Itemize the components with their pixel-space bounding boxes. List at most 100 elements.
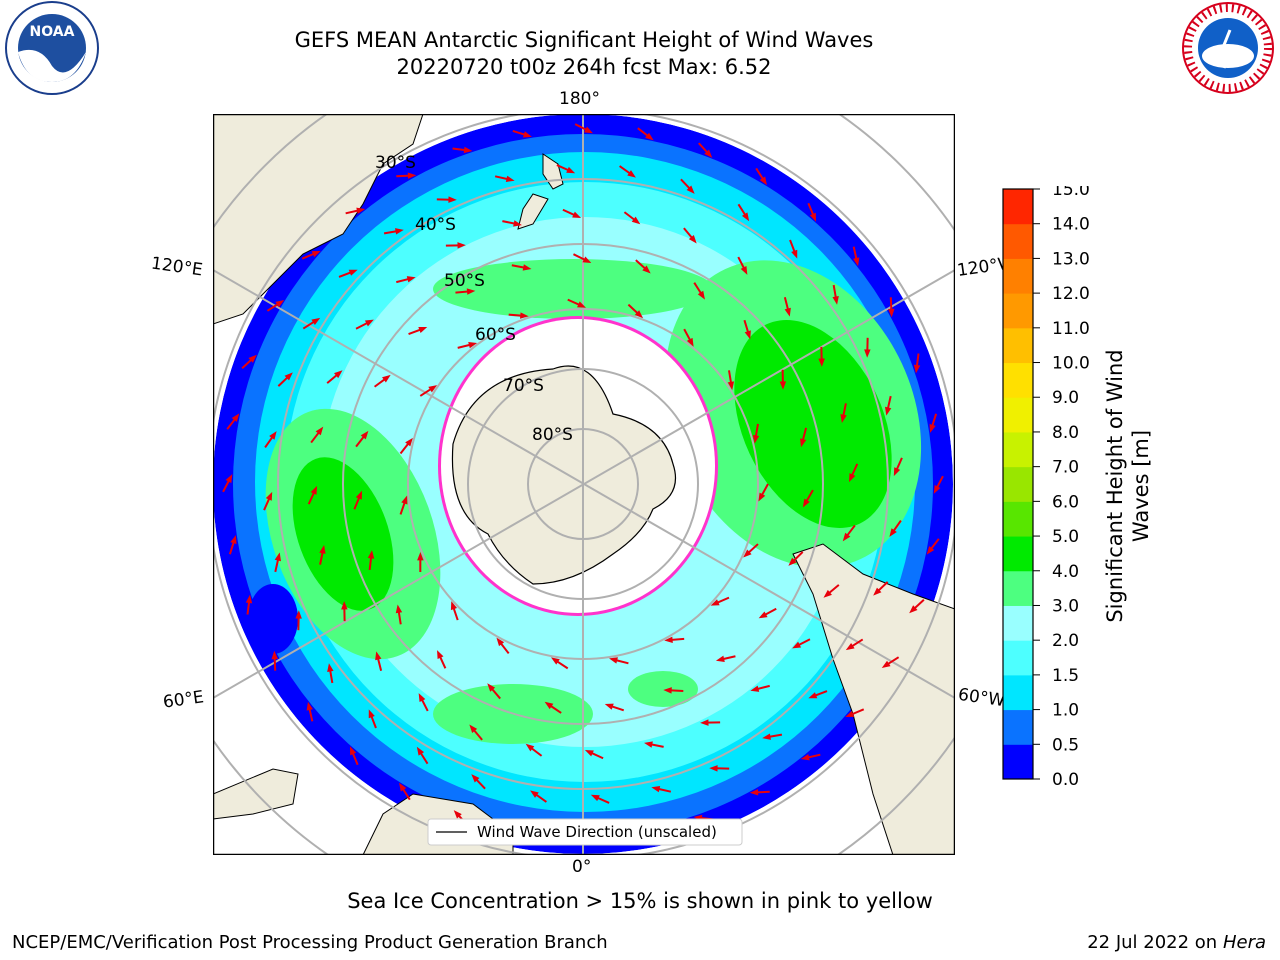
wave-direction-arrowhead [688,235,697,244]
wave-direction-arrowhead [740,265,748,275]
wave-direction-arrowhead [697,290,705,300]
wave-direction-arrowhead [704,149,713,158]
wave-direction-arrowhead [627,170,636,178]
lat-label-50s: 50°S [444,271,485,291]
wave-direction-arrowhead [437,650,444,660]
wave-direction-arrowhead [368,709,375,719]
colorbar-swatch [1003,674,1033,711]
wave-direction-arrowhead [893,467,901,477]
wave-direction-arrowhead [582,256,592,264]
wave-direction-arrowhead [913,364,921,374]
wave-direction-arrowhead [808,692,818,699]
wave-direction-arrowhead [929,423,936,433]
wave-direction-arrowhead [832,296,839,305]
plot-subtitle: 20220720 t00z 264h fcst Max: 6.52 [396,55,772,79]
wave-direction-arrowhead [360,430,369,440]
wave-direction-arrowhead [544,701,554,710]
colorbar-swatch [1003,501,1033,537]
wave-direction-arrowhead [382,374,391,383]
colorbar-tick-label: 9.0 [1052,388,1079,408]
wave-direction-arrowhead [802,498,810,508]
wave-direction-arrowhead [355,490,362,500]
polar-map: 30°S 40°S 50°S 60°S 70°S 80°S Wind Wave … [213,114,955,855]
wave-direction-arrowhead [590,794,600,802]
wave-direction-arrowhead [664,636,673,644]
wave-direction-arrowhead [367,550,375,559]
noaa-logo-text: NOAA [30,24,75,40]
wave-direction-arrowhead [505,175,515,183]
wave-direction-arrowhead [231,413,240,422]
wave-direction-arrowhead [334,370,343,379]
footer-date: 22 Jul 2022 on Hera [1087,932,1266,953]
wave-direction-arrowhead [522,131,532,138]
colorbar-swatch [1003,640,1033,676]
colorbar-tick-label: 7.0 [1052,458,1079,478]
longitude-grid [213,114,955,855]
colorbar-tick-label: 14.0 [1052,215,1090,235]
colorbar-swatch [1003,709,1033,745]
wave-direction-arrowhead [395,228,404,235]
colorbar-swatch [1003,258,1033,294]
wave-direction-arrowhead [417,552,424,561]
wave-direction-arrowhead [710,599,720,606]
colorbar-tick-label: 5.0 [1052,527,1079,547]
wave-direction-arrowhead [800,438,807,448]
wave-direction-arrowhead [800,754,810,761]
colorbar-ticks: 0.0 0.5 1.0 1.5 2.0 3.0 4.0 5.0 6.0 7.0 8.0 9.0 10.0… [1033,186,1090,786]
wave-direction-arrowhead [749,789,759,796]
colorbar-tick-label: 13.0 [1052,249,1090,269]
colorbar-tick-label: 8.0 [1052,423,1079,443]
wave-direction-arrowhead [700,719,709,726]
lon-label-180: 180° [559,89,600,109]
wave-direction-arrowhead [487,683,496,692]
wave-direction-arrowhead [926,546,935,555]
wave-direction-arrowhead [315,426,324,436]
wave-direction-arrowhead [572,211,582,219]
wave-direction-arrowhead [853,257,860,267]
map-legend: Wind Wave Direction (unscaled) [427,818,743,846]
colorbar-swatch [1003,466,1033,502]
colorbar-swatch [1003,431,1033,468]
colorbar-label-line2: Waves [m] [1129,429,1153,543]
plot-title: GEFS MEAN Antarctic Significant Height o… [294,28,874,52]
wave-direction-arrowhead [644,741,653,748]
wave-direction-arrowhead [468,341,478,349]
wave-direction-arrowhead [784,307,791,317]
colorbar-swatches [1003,189,1033,780]
wave-direction-arrowhead [311,317,321,326]
wave-direction-arrowhead [356,207,366,214]
wave-direction-arrowhead [842,532,851,542]
wave-direction-arrowhead [319,545,326,554]
wave-direction-arrowhead [364,319,374,327]
wave-direction-arrowhead [405,437,413,447]
wave-direction-arrowhead [395,604,403,614]
lon-label-60w: 60°W [956,684,1007,712]
wave-direction-arrowhead [530,790,539,798]
legend-label: Wind Wave Direction (unscaled) [477,823,717,841]
new-zealand-landmass [517,153,564,230]
colorbar-swatch [1003,605,1033,641]
colorbar-tick-label: 11.0 [1052,319,1090,339]
wave-direction-arrowhead [520,312,529,319]
colorbar-tick-label: 6.0 [1052,492,1079,512]
colorbar-label: Significant Height of Wind Waves [m] [1102,276,1154,696]
footer-branch: NCEP/EMC/Verification Post Processing Pr… [12,932,608,953]
footer-date-text: 22 Jul 2022 on [1087,932,1223,953]
colorbar-tick-label: 12.0 [1052,284,1090,304]
wave-height-field [213,114,953,854]
colorbar-swatch [1003,362,1033,398]
wave-direction-arrowhead [248,354,257,363]
lat-label-80s: 80°S [532,425,573,445]
colorbar-tick-label: 4.0 [1052,562,1079,582]
wave-direction-arrowhead [418,326,428,334]
colorbar-swatch [1003,293,1033,329]
colorbar-tick-label: 3.0 [1052,596,1079,616]
wave-direction-arrowhead [401,495,408,505]
south-america-landmass [792,543,955,855]
wave-direction-arrowhead [727,381,735,391]
colorbar-tick-label: 1.5 [1052,666,1079,686]
colorbar-swatch [1003,744,1033,780]
wave-direction-arrowhead [686,185,695,194]
colorbar: 0.0 0.5 1.0 1.5 2.0 3.0 4.0 5.0 6.0 7.0 8.0 9.0 10.0… [1002,186,1090,786]
wave-direction-arrowhead [788,557,797,566]
